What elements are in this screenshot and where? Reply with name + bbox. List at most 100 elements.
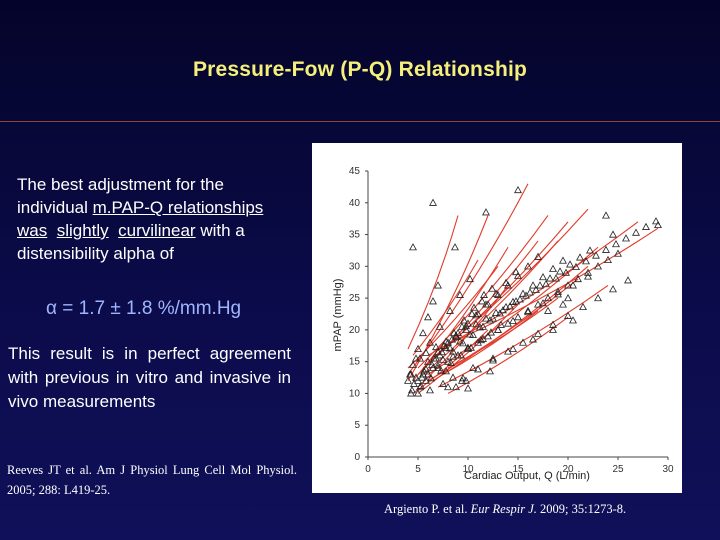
- fit-line: [437, 284, 609, 388]
- data-point: [524, 307, 532, 316]
- fit-line: [417, 215, 549, 369]
- data-point: [437, 366, 445, 374]
- data-point: [469, 363, 477, 372]
- data-point: [514, 185, 522, 194]
- data-point: [458, 376, 466, 384]
- data-point: [602, 211, 610, 219]
- data-point: [564, 311, 572, 319]
- data-point: [451, 243, 459, 251]
- data-point: [602, 245, 610, 253]
- fit-line: [422, 240, 559, 375]
- data-point: [549, 325, 557, 333]
- fit-line: [407, 215, 489, 382]
- x-tick-label: 25: [612, 464, 624, 475]
- data-point: [492, 308, 500, 316]
- data-point: [414, 344, 422, 352]
- para1-line3b: slightly: [56, 221, 109, 240]
- data-point: [419, 328, 427, 337]
- data-point: [484, 300, 492, 308]
- fit-line: [447, 297, 559, 369]
- data-point: [470, 303, 478, 311]
- data-point: [609, 285, 617, 293]
- x-axis-label: Cardiac Output, Q (L/min): [464, 470, 590, 482]
- para1-line1: The best adjustment for the: [17, 175, 224, 194]
- alpha-formula: α = 1.7 ± 1.8 %/mm.Hg: [46, 298, 242, 319]
- agreement-paragraph: This result is in perfect agreement with…: [8, 344, 291, 411]
- data-point: [554, 287, 562, 295]
- data-point: [534, 329, 542, 337]
- data-point: [569, 316, 577, 324]
- title-divider: [0, 121, 720, 122]
- y-tick-label: 40: [349, 198, 361, 209]
- data-point: [489, 354, 497, 362]
- data-point: [494, 290, 502, 298]
- data-point: [512, 297, 520, 305]
- data-point: [464, 343, 472, 351]
- data-point: [579, 302, 587, 311]
- data-point: [642, 222, 650, 230]
- para1-line2b: m.PAP-Q relationships: [92, 198, 264, 217]
- data-point: [447, 358, 455, 366]
- data-point: [592, 251, 600, 259]
- y-tick-label: 15: [349, 357, 361, 368]
- data-point: [509, 316, 517, 325]
- data-point: [456, 337, 464, 345]
- fit-line: [447, 316, 569, 394]
- data-point: [416, 354, 424, 362]
- data-point: [446, 306, 454, 314]
- data-point: [539, 299, 547, 307]
- data-point: [457, 351, 465, 359]
- y-tick-label: 0: [354, 452, 360, 463]
- slide-title: Pressure-Fow (P-Q) Relationship: [192, 58, 528, 81]
- data-point: [404, 376, 412, 384]
- data-point: [536, 281, 544, 289]
- data-point: [604, 255, 612, 264]
- data-point: [426, 338, 434, 346]
- data-point: [564, 281, 572, 289]
- data-point: [452, 382, 460, 391]
- chart-svg: 0 5 10 15 20 25 30 0 5 10 15 20 25 30 35 40 45 Cardiac O…: [332, 166, 674, 482]
- data-point: [488, 284, 496, 292]
- para1-line3c: curvilinear: [118, 221, 196, 240]
- data-point: [436, 322, 444, 330]
- data-point: [529, 335, 537, 343]
- data-point: [472, 311, 480, 319]
- data-point: [554, 290, 562, 298]
- data-point: [516, 295, 524, 303]
- data-point: [569, 281, 577, 289]
- data-point: [484, 332, 492, 340]
- data-point: [497, 320, 505, 328]
- data-point: [439, 379, 447, 387]
- x-tick-label: 30: [662, 464, 674, 475]
- data-point: [594, 293, 602, 302]
- y-tick-label: 20: [349, 325, 361, 336]
- data-point: [519, 289, 527, 297]
- data-point: [429, 198, 437, 206]
- data-point: [429, 297, 437, 305]
- reference-argiento: Argiento P. et al. Eur Respir J. 2009; 3…: [384, 502, 684, 517]
- data-point: [474, 338, 482, 346]
- y-tick-label: 30: [349, 261, 361, 272]
- data-point: [582, 257, 590, 265]
- data-point: [544, 306, 552, 314]
- y-axis-label: mPAP (mmHg): [332, 279, 344, 352]
- ref-argiento-journal: Eur Respir J.: [470, 502, 537, 516]
- fit-line: [417, 304, 519, 394]
- data-point: [462, 321, 470, 330]
- adjustment-paragraph: The best adjustment for the individual m…: [17, 173, 305, 265]
- para1-line2a: individual: [17, 198, 93, 217]
- data-point: [408, 386, 416, 394]
- y-tick-label: 10: [349, 388, 361, 399]
- data-point: [409, 360, 417, 368]
- data-point: [489, 314, 497, 322]
- data-point: [432, 342, 440, 351]
- data-point: [434, 348, 442, 356]
- data-point: [609, 230, 617, 238]
- data-point: [514, 271, 522, 279]
- pq-scatter-chart: 0 5 10 15 20 25 30 0 5 10 15 20 25 30 35 40 45 Cardiac O…: [312, 143, 682, 493]
- ref-argiento-authors: Argiento P. et al.: [384, 502, 471, 516]
- x-tick-label: 5: [415, 464, 421, 475]
- data-point: [549, 264, 557, 272]
- data-point: [492, 289, 500, 297]
- y-tick-label: 5: [354, 420, 360, 431]
